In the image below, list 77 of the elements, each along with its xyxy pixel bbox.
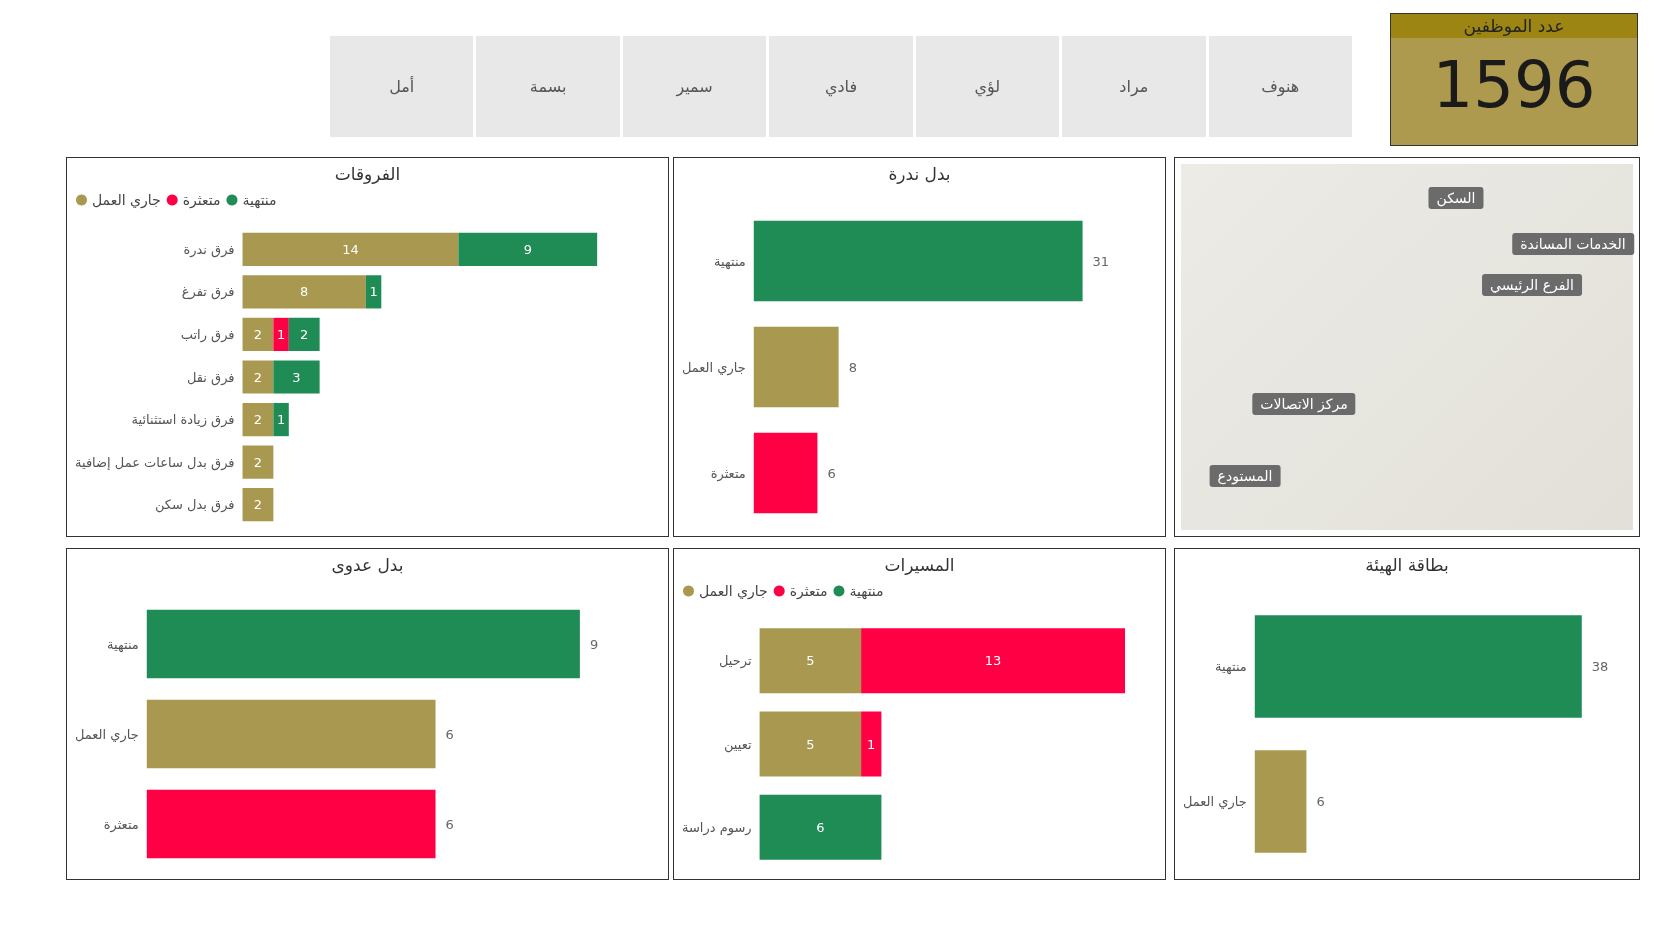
bar xyxy=(242,488,274,522)
bar xyxy=(365,275,382,309)
text: الفرع الرئيسي xyxy=(1482,274,1582,296)
bar xyxy=(242,360,274,394)
y-tick-label: تعيين xyxy=(723,736,752,753)
data-label: 38 xyxy=(1591,659,1609,674)
text: بسمة xyxy=(476,36,620,137)
legend-label: منتهية xyxy=(849,583,884,600)
chart-title: بدل عدوى xyxy=(331,554,404,575)
text: المستودع xyxy=(1209,465,1281,487)
bar xyxy=(242,317,274,352)
text: أمل xyxy=(330,36,474,137)
bar xyxy=(242,275,366,309)
text: عدد الموظفين xyxy=(1391,14,1637,38)
y-tick-label: فرق نقل xyxy=(186,369,235,386)
data-label: 2 xyxy=(300,326,309,342)
data-label: 13 xyxy=(984,653,1002,669)
y-tick-label: فرق ندرة xyxy=(183,241,235,258)
y-tick-label: منتهية xyxy=(107,636,139,653)
data-label: 8 xyxy=(300,284,309,300)
legend-label: منتهية xyxy=(242,192,277,209)
y-tick-label: فرق بدل ساعات عمل إضافية xyxy=(74,454,235,471)
data-label: 2 xyxy=(253,497,263,513)
text: هنوف xyxy=(1208,36,1352,137)
bar xyxy=(273,317,289,352)
bar xyxy=(273,402,289,437)
data-label: 6 xyxy=(816,819,825,835)
y-tick-label: رسوم دراسة xyxy=(682,819,752,836)
data-label: 9 xyxy=(589,636,599,652)
data-label: 6 xyxy=(445,816,454,832)
chart-title: بدل ندرة xyxy=(888,163,951,184)
y-tick-label: متعثرة xyxy=(103,816,139,833)
text: سمير xyxy=(622,36,767,137)
data-label: 2 xyxy=(253,412,263,428)
text: لؤي xyxy=(915,36,1060,137)
data-label: 2 xyxy=(253,326,263,342)
bar xyxy=(288,317,320,352)
bar xyxy=(242,232,459,266)
text: الخدمات المساندة xyxy=(1512,233,1634,255)
y-tick-label: جاري العمل xyxy=(681,359,746,376)
data-label: 8 xyxy=(848,359,857,375)
data-label: 5 xyxy=(806,736,815,752)
text: 1596 xyxy=(1431,48,1597,122)
bar xyxy=(273,360,320,394)
data-label: 5 xyxy=(806,653,815,669)
y-tick-label: فرق زيادة استثنائية xyxy=(131,412,235,429)
data-label: 14 xyxy=(342,241,359,257)
chart-title: بطاقة الهيئة xyxy=(1365,554,1449,576)
y-tick-label: فرق راتب xyxy=(180,326,235,343)
data-label: 6 xyxy=(827,465,836,481)
text: مركز الاتصالات xyxy=(1252,393,1356,415)
data-label: 2 xyxy=(253,454,263,470)
y-tick-label: فرق بدل سكن xyxy=(154,497,235,514)
y-tick-label: متعثرة xyxy=(710,465,746,482)
data-label: 3 xyxy=(292,369,301,385)
data-label: 9 xyxy=(523,241,532,257)
text: السكن xyxy=(1428,187,1484,209)
data-label: 6 xyxy=(1316,794,1325,809)
y-tick-label: جاري العمل xyxy=(74,726,139,743)
data-label: 6 xyxy=(445,726,454,742)
legend-label: متعثرة xyxy=(789,583,828,600)
y-tick-label: منتهية xyxy=(714,253,746,270)
bar xyxy=(458,232,598,266)
data-label: 2 xyxy=(253,369,263,385)
chart-title: الفروقات xyxy=(334,163,401,184)
data-label: 1 xyxy=(369,284,378,300)
bar xyxy=(242,402,274,437)
data-label: 1 xyxy=(276,412,286,428)
bar xyxy=(242,445,274,479)
data-label: 1 xyxy=(867,736,876,752)
text: مراد xyxy=(1062,36,1206,137)
y-tick-label: فرق تفرغ xyxy=(181,284,235,301)
chart-title: المسيرات xyxy=(884,554,955,575)
data-label: 1 xyxy=(276,326,286,342)
y-tick-label: ترحيل xyxy=(719,653,752,670)
text: فادي xyxy=(769,36,913,137)
data-label: 31 xyxy=(1092,253,1110,269)
